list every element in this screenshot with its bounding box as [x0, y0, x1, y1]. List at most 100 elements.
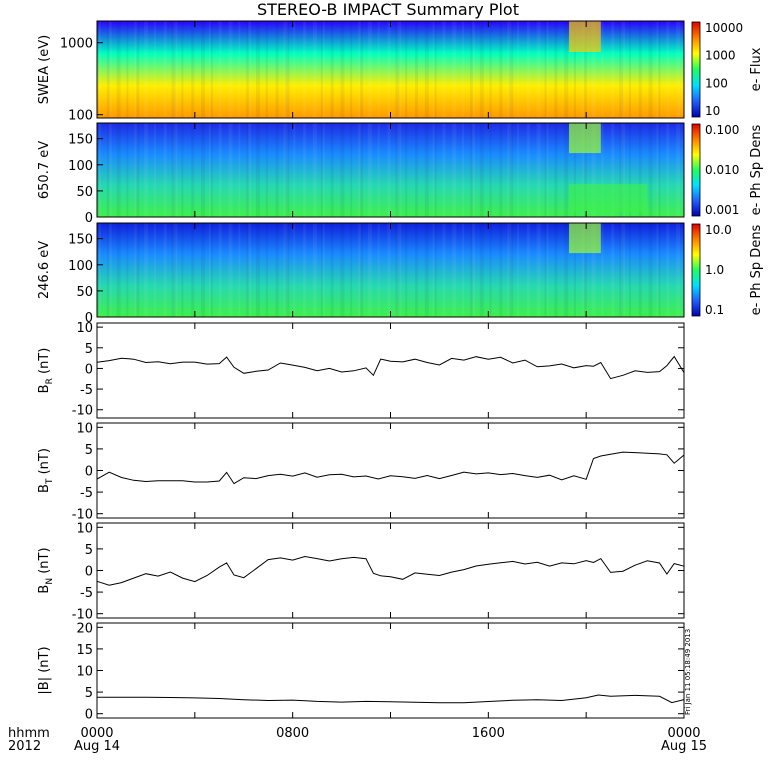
spectrogram-streak	[470, 21, 473, 118]
spectrogram-streak	[108, 123, 112, 217]
spectrogram-event-region	[569, 223, 601, 254]
spectrogram-streak	[574, 223, 576, 317]
spectrogram-streak	[312, 21, 317, 118]
spectrogram-streak	[536, 21, 541, 118]
spectrogram-streak	[656, 223, 659, 317]
spectrogram-streak	[564, 123, 569, 217]
panel-6: 10 5 0 -5 -10 BN (nT)	[37, 521, 685, 623]
spectrogram-streak	[509, 21, 514, 118]
series-line	[96, 555, 685, 586]
spectrogram-streak	[265, 21, 268, 118]
spectrogram-streak	[275, 123, 279, 217]
spectrogram-streak	[564, 223, 569, 317]
spectrogram-streak	[191, 223, 195, 317]
spectrogram-streak	[574, 123, 576, 217]
colorbar-tick-label: 0.010	[705, 163, 739, 177]
y-tick-label: 50	[76, 185, 93, 200]
spectrogram-streak	[201, 21, 205, 118]
spectrogram-streak	[246, 223, 250, 317]
spectrogram-streak	[544, 123, 547, 217]
spectrogram-streak	[489, 21, 492, 118]
spectrogram-streak	[432, 223, 435, 317]
spectrogram-streak	[163, 21, 167, 118]
spectrogram-streak	[218, 21, 222, 118]
spectrogram-streak	[350, 21, 353, 118]
spectrogram-streak	[601, 21, 604, 118]
spectrogram-streak	[471, 123, 475, 217]
spectrogram-streak	[452, 123, 457, 217]
y-tick-label: 0	[85, 311, 93, 326]
colorbar-label: e- Ph Sp Dens	[749, 124, 764, 215]
spectrogram-streak	[658, 123, 661, 217]
spectrogram-streak	[666, 21, 670, 118]
colorbar-label: e- Flux	[749, 47, 764, 91]
spectrogram-streak	[136, 223, 140, 317]
y-axis-label: BN (nT)	[37, 547, 55, 593]
spectrogram-streak	[248, 21, 252, 118]
series-line	[96, 451, 685, 485]
spectrogram-streak	[479, 223, 484, 317]
colorbar-tick-label: 1.0	[705, 263, 724, 277]
spectrogram-streak	[424, 21, 429, 118]
y-tick-label: -5	[80, 383, 93, 398]
panel-5: 10 5 0 -5 -10 BT (nT)	[37, 421, 685, 523]
spectrogram-streak	[210, 123, 213, 217]
spectrogram-streak	[471, 21, 475, 118]
spectrogram-streak	[554, 21, 558, 118]
spectrogram-streak	[201, 223, 205, 317]
spectrogram-streak	[126, 123, 129, 217]
spectrogram-streak	[173, 21, 178, 118]
spectrogram-streak	[358, 223, 362, 317]
spectrogram-streak	[330, 21, 334, 118]
y-tick-label: 10	[76, 421, 93, 436]
spectrogram-streak	[181, 21, 184, 118]
spectrogram-streak	[228, 123, 233, 217]
y-axis-label: 246.6 eV	[37, 241, 52, 299]
spectrogram-streak	[228, 223, 233, 317]
spectrogram-streak	[395, 123, 400, 217]
spectrogram-streak	[434, 223, 437, 317]
y-tick-label: 10	[76, 521, 93, 536]
spectrogram-streak	[153, 123, 156, 217]
spectrogram-streak	[621, 123, 626, 217]
spectrogram-streak	[658, 223, 661, 317]
spectrogram-streak	[621, 223, 626, 317]
y-tick-label: -10	[72, 508, 93, 523]
spectrogram-streak	[387, 21, 391, 118]
spectrogram-streak	[424, 123, 429, 217]
spectrogram-streak	[432, 123, 435, 217]
spectrogram-streak	[648, 123, 653, 217]
spectrogram-streak	[144, 123, 149, 217]
spectrogram-streak	[507, 223, 512, 317]
spectrogram-streak	[106, 223, 110, 317]
spectrogram-streak	[591, 21, 596, 118]
y-tick-label: -10	[72, 608, 93, 623]
spectrogram-streak	[536, 123, 541, 217]
spectrogram-streak	[517, 123, 520, 217]
spectrogram-streak	[434, 21, 437, 118]
spectrogram-streak	[621, 21, 626, 118]
spectrogram-streak	[163, 123, 167, 217]
x-axis-label-year: 2012	[8, 739, 41, 754]
spectrogram-streak	[293, 21, 296, 118]
spectrogram-streak	[638, 123, 642, 217]
y-tick-label: 150	[68, 133, 93, 148]
x-tick-label: 0000	[80, 726, 113, 741]
colorbar	[691, 223, 701, 317]
spectrogram-streak	[676, 223, 681, 317]
spectrogram-streak	[367, 223, 372, 317]
spectrogram-streak	[611, 223, 615, 317]
y-tick-label: -10	[72, 404, 93, 419]
spectrogram-streak	[208, 21, 211, 118]
spectrogram-streak	[656, 123, 659, 217]
colorbar-tick-label: 0.1	[705, 303, 724, 317]
spectrogram-streak	[581, 123, 585, 217]
spectrogram-streak	[106, 123, 110, 217]
spectrogram-streak	[181, 123, 184, 217]
spectrogram-streak	[479, 123, 484, 217]
panel-frame	[96, 422, 685, 519]
spectrogram-streak	[106, 21, 110, 118]
spectrogram-streak	[470, 123, 473, 217]
spectrogram-streak	[303, 21, 307, 118]
